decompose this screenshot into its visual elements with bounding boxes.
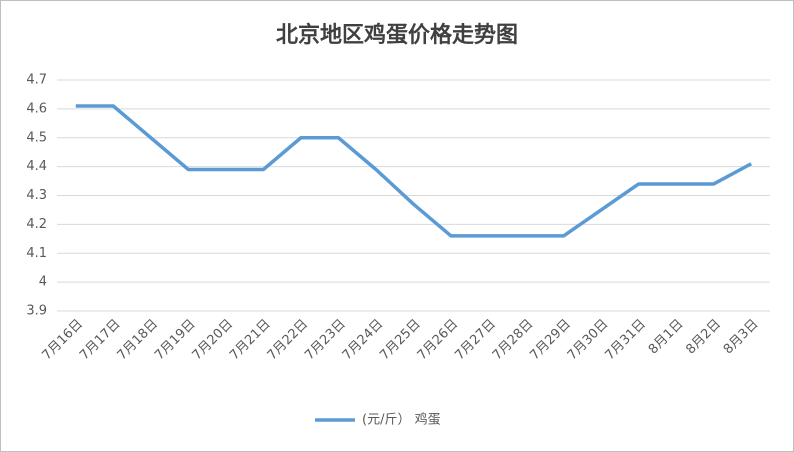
line: [75, 104, 753, 238]
y-tick-label: 4.4: [26, 159, 47, 174]
y-tick-label: 3.9: [26, 304, 47, 319]
y-tick-label: 4.5: [26, 130, 47, 145]
y-tick-label: 4: [39, 275, 47, 290]
y-tick-label: 4.2: [26, 217, 47, 232]
y-tick-label: 4.7: [26, 73, 47, 88]
chart-title: 北京地区鸡蛋价格走势图: [276, 22, 518, 48]
legend-label: (元/斤） 鸡蛋: [362, 412, 441, 428]
y-tick-label: 4.6: [26, 101, 47, 116]
y-tick-label: 4.3: [26, 188, 47, 203]
y-tick-label: 4.1: [26, 246, 47, 261]
